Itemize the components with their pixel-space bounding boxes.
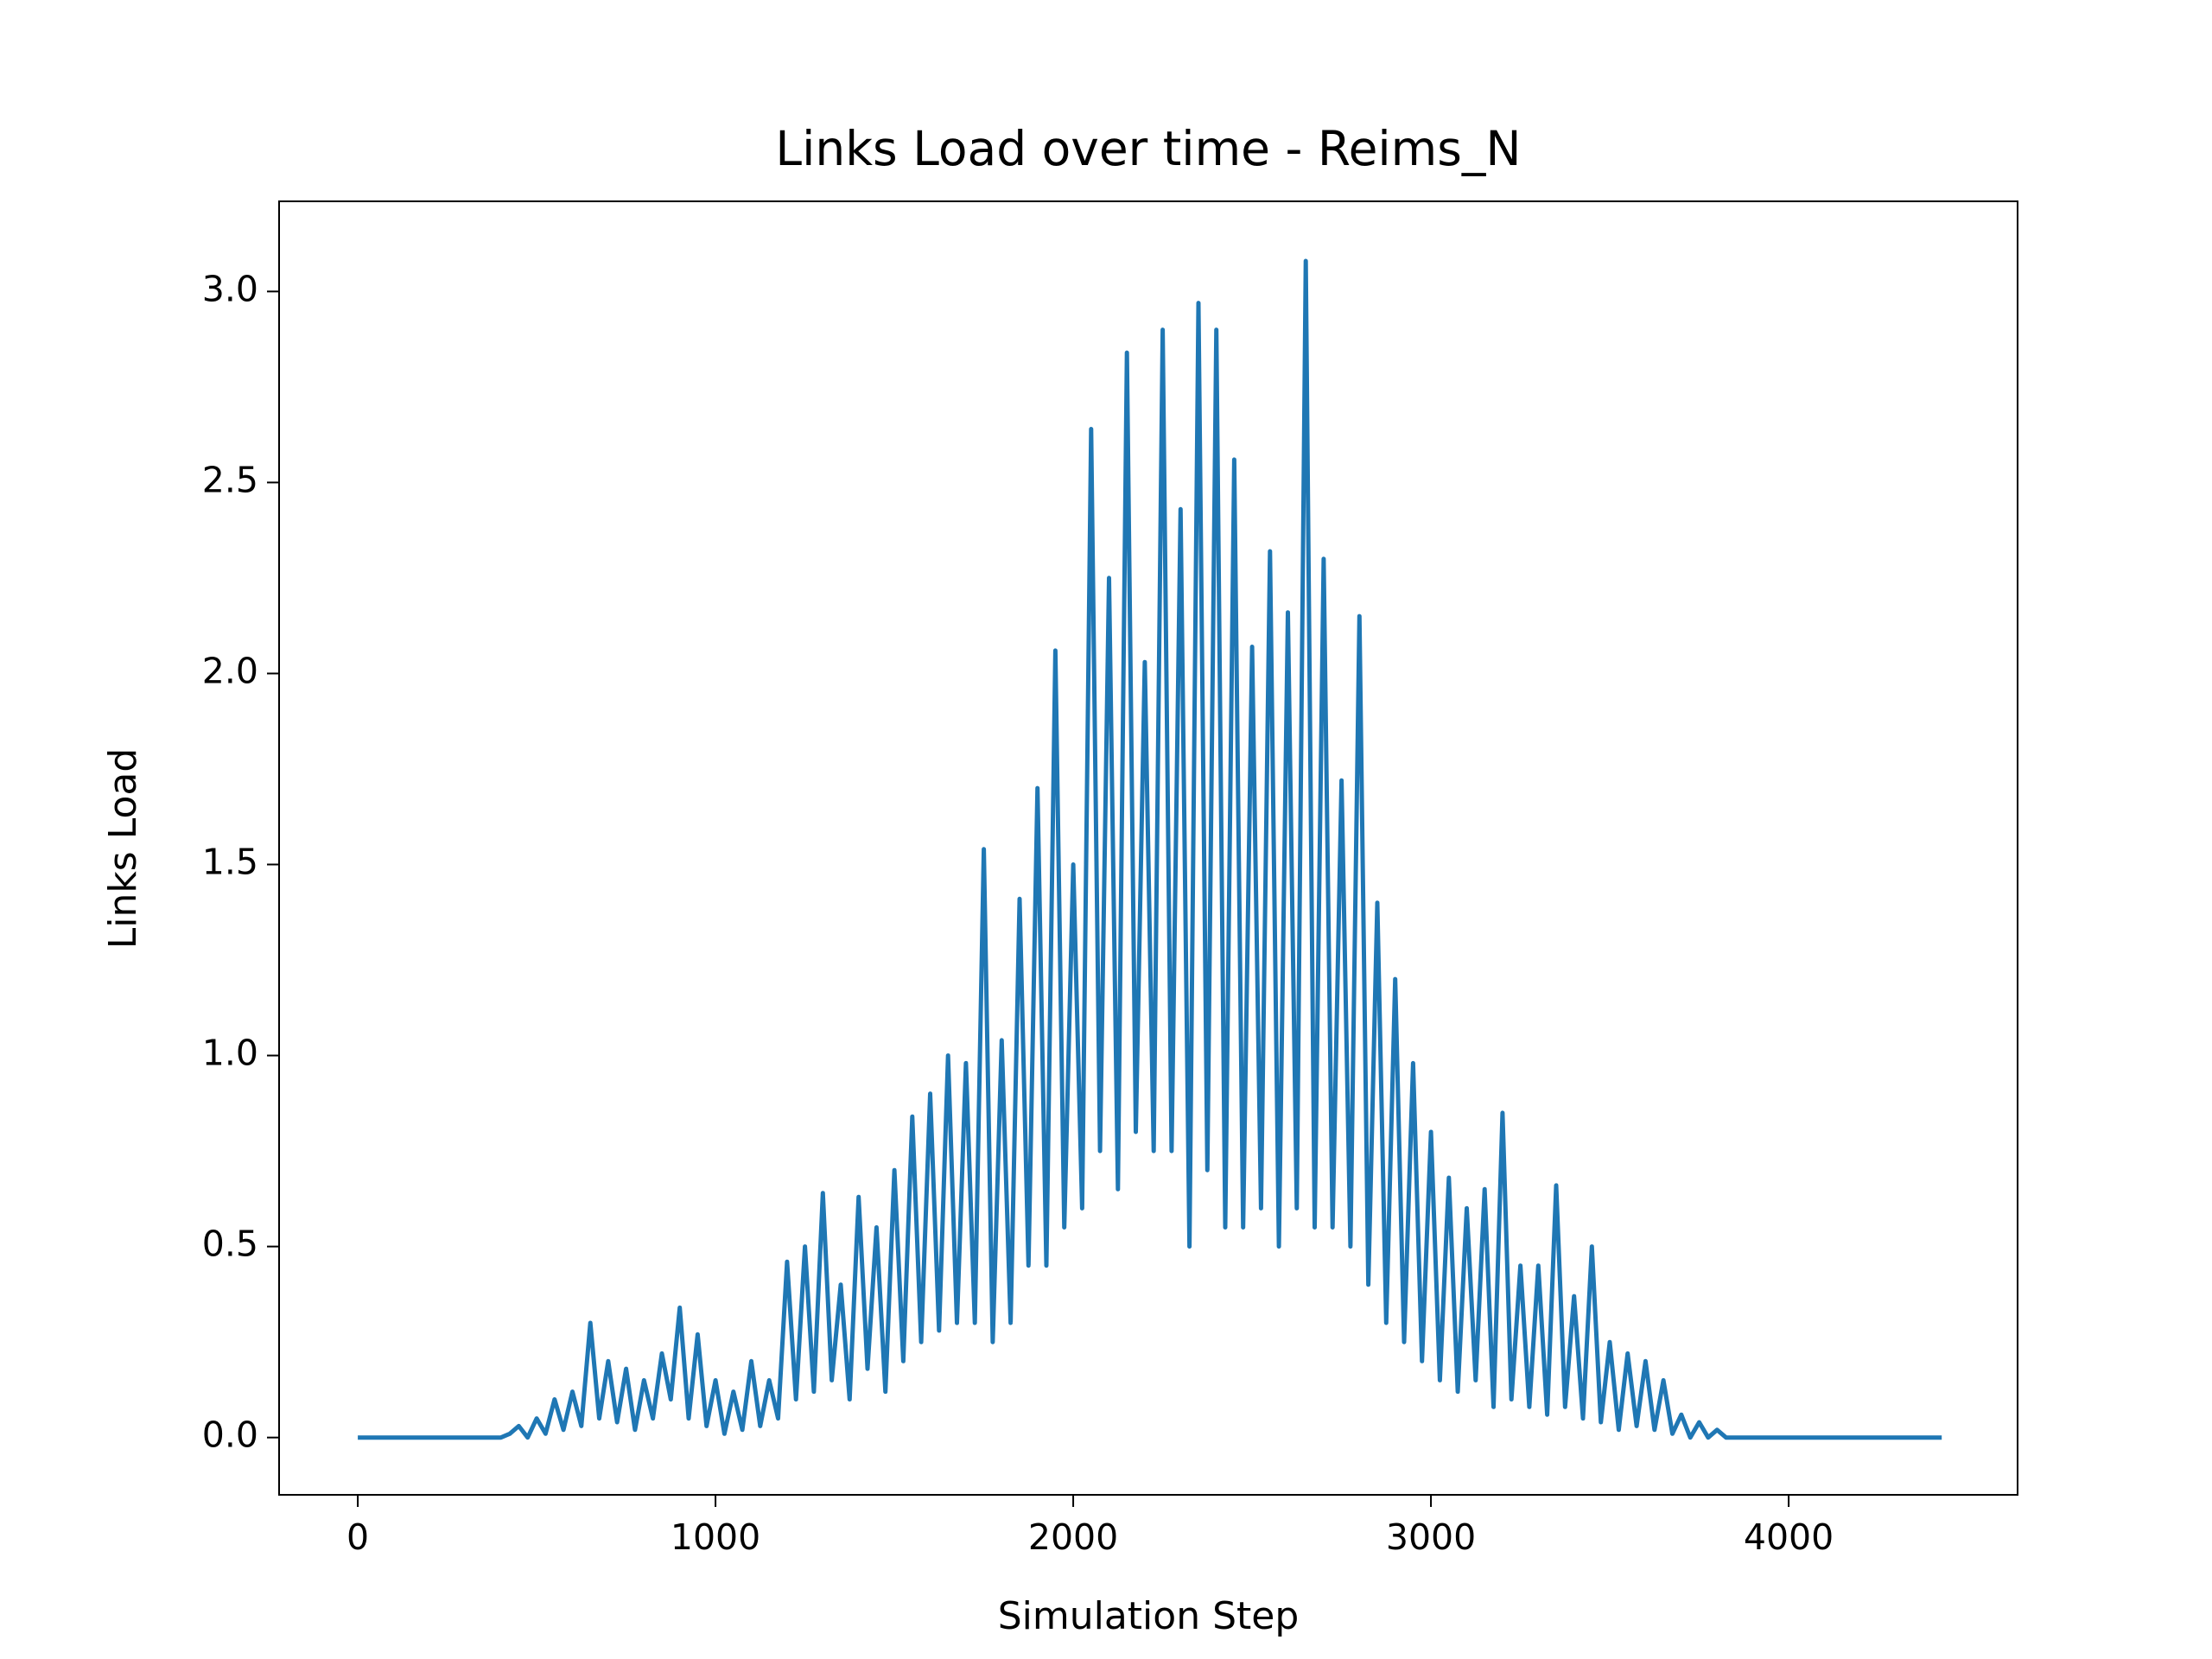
y-tick-label: 1.0 — [202, 1033, 258, 1074]
x-tick-label: 0 — [346, 1516, 369, 1558]
plot-frame — [278, 200, 2018, 1496]
y-tick-label: 0.0 — [202, 1414, 258, 1456]
data-line — [358, 258, 1942, 1440]
x-tick-label: 1000 — [671, 1516, 760, 1558]
y-tick-label: 1.5 — [202, 842, 258, 883]
y-tick-label: 2.5 — [202, 459, 258, 500]
y-tick-label: 2.0 — [202, 650, 258, 691]
x-tick-label: 4000 — [1744, 1516, 1834, 1558]
chart-title: Links Load over time - Reims_N — [775, 121, 1521, 176]
x-axis-label: Simulation Step — [998, 1594, 1300, 1638]
y-tick-label: 3.0 — [202, 268, 258, 309]
x-tick-label: 3000 — [1386, 1516, 1476, 1558]
y-axis-label: Links Load — [101, 748, 145, 950]
y-tick-label: 0.5 — [202, 1224, 258, 1265]
x-tick-label: 2000 — [1028, 1516, 1118, 1558]
